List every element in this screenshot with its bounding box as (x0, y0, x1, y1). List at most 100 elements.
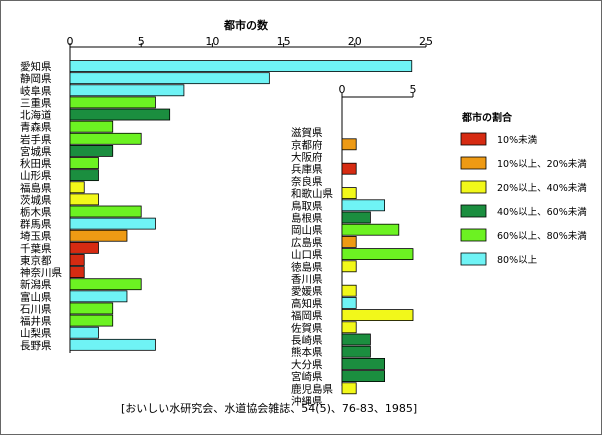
tick-label: 0 (339, 83, 346, 96)
bar (341, 187, 357, 200)
bar (341, 309, 414, 322)
right-bar-chart: 0 5 滋賀県京都府大阪府兵庫県奈良県和歌山県鳥取県島根県岡山県広島県山口県徳島県香… (291, 83, 417, 408)
category-label: 北海道 (20, 109, 52, 122)
category-label: 群馬県 (20, 218, 52, 231)
category-label: 宮崎県 (291, 370, 323, 383)
bar (69, 302, 114, 315)
bar (69, 205, 142, 218)
category-label: 京都府 (291, 138, 323, 151)
category-label: 山形県 (20, 170, 52, 182)
legend-swatch (460, 180, 487, 194)
tick-label: 20 (348, 35, 362, 48)
tick-label: 5 (410, 83, 417, 96)
bar (341, 333, 371, 346)
tick-label: 25 (419, 35, 433, 48)
category-label: 大分県 (291, 358, 323, 371)
bar (69, 314, 114, 327)
category-label: 和歌山県 (291, 187, 333, 200)
category-label: 富山県 (20, 290, 52, 303)
category-label: 三重県 (20, 96, 52, 109)
bar (69, 120, 114, 133)
bar (341, 284, 357, 297)
tick-label: 10 (205, 35, 219, 48)
category-label: 長崎県 (291, 334, 323, 347)
tick-label: 15 (277, 35, 291, 48)
bar (341, 211, 371, 224)
bar (341, 162, 357, 175)
category-label: 岐阜県 (20, 84, 52, 97)
category-label: 鹿児島県 (291, 382, 333, 395)
category-label: 沖縄県 (291, 395, 323, 408)
bar (69, 181, 85, 194)
category-label: 秋田県 (20, 157, 52, 170)
bar (69, 326, 99, 339)
category-label: 滋賀県 (291, 126, 323, 139)
category-label: 長野県 (20, 340, 52, 352)
category-label: 兵庫県 (291, 163, 323, 176)
legend-title: 都市の割合 (461, 111, 513, 124)
category-label: 宮城県 (20, 145, 52, 158)
category-label: 広島県 (291, 236, 323, 249)
legend-label: 20%以上、40%未満 (497, 182, 587, 194)
bar (341, 260, 357, 273)
bar (341, 345, 371, 358)
category-label: 埼玉県 (20, 230, 52, 243)
bar (341, 223, 400, 236)
bar (69, 144, 114, 157)
bar (341, 370, 385, 383)
category-label: 佐賀県 (291, 321, 323, 334)
left-bar-chart: 0 5 10 15 20 25 愛知県静岡県岐阜県三重県北海道青森県岩手県宮城県秋田県山形県… (20, 35, 433, 353)
category-label: 東京都 (20, 254, 52, 267)
bar (69, 84, 185, 97)
bar (69, 169, 99, 182)
bar (69, 96, 156, 109)
legend: 都市の割合 10%未満 10%以上、20%未満 20%以上、40%未満 40%以上、6… (460, 111, 587, 266)
legend-label: 40%以上、60%未満 (497, 206, 587, 218)
bar (341, 296, 357, 309)
legend-label: 10%以上、20%未満 (497, 158, 587, 170)
bar (69, 290, 128, 303)
legend-swatch (460, 252, 487, 266)
bar (69, 278, 142, 291)
bar (341, 382, 357, 395)
chart-title: 都市の数 (223, 18, 269, 32)
category-label: 福岡県 (291, 309, 323, 322)
citation: [おいしい水研究会、水道協会雑誌、54(5)、76-83、1985] (121, 401, 417, 415)
category-label: 岡山県 (291, 225, 323, 237)
category-label: 鳥取県 (291, 199, 323, 212)
bar (69, 60, 413, 72)
category-label: 石川県 (20, 303, 52, 315)
bar (69, 132, 142, 145)
bar (69, 266, 85, 279)
category-label: 香川県 (291, 274, 323, 286)
bar (69, 108, 171, 121)
category-label: 栃木県 (20, 206, 52, 219)
legend-label: 80%以上 (497, 255, 538, 266)
bar (69, 254, 85, 266)
tick-label: 5 (138, 35, 145, 48)
bar (69, 217, 156, 230)
bar (69, 157, 99, 169)
bar (69, 338, 156, 351)
category-label: 島根県 (291, 212, 323, 225)
category-label: 徳島県 (291, 260, 323, 273)
tick-label: 0 (67, 35, 74, 48)
bar (341, 138, 357, 151)
legend-swatch (460, 156, 487, 170)
legend-swatch (460, 228, 487, 242)
category-label: 岩手県 (20, 133, 52, 146)
category-label: 神奈川県 (20, 266, 62, 279)
bar (341, 199, 385, 212)
legend-swatch (460, 132, 487, 146)
category-label: 山口県 (291, 249, 323, 261)
bar (341, 235, 357, 248)
category-label: 静岡県 (20, 72, 52, 85)
legend-label: 60%以上、80%未満 (497, 230, 587, 242)
category-label: 新潟県 (20, 278, 52, 291)
category-label: 大阪府 (291, 151, 323, 164)
category-label: 茨城県 (20, 193, 52, 206)
bar (69, 72, 270, 85)
category-label: 愛媛県 (291, 285, 323, 298)
